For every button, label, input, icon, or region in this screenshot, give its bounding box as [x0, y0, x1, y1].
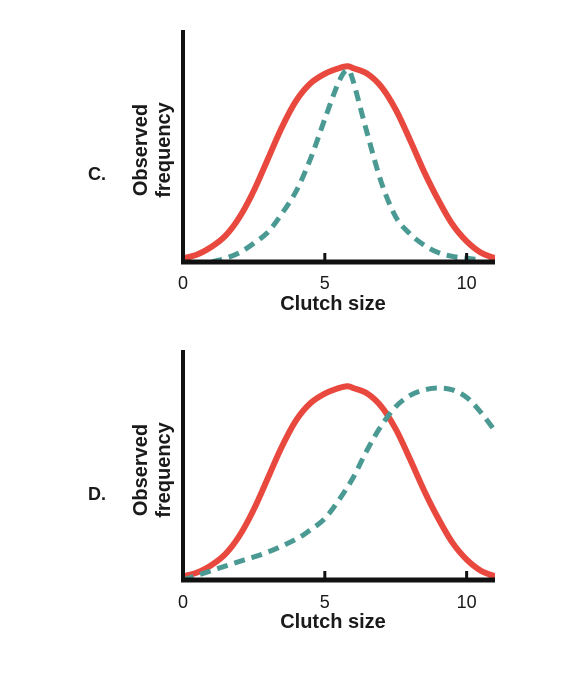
y-axis-label-line-2: frequency — [153, 101, 175, 197]
expected-curve-dashed — [183, 385, 495, 582]
x-tick-label: 0 — [178, 273, 188, 293]
panel-c: C. Observed frequency 0 5 10 Clutch size — [88, 30, 495, 315]
y-axis-label-line-1: Observed — [130, 104, 152, 196]
x-tick-label: 10 — [457, 592, 477, 612]
plot-area: 0 5 10 — [178, 30, 495, 293]
x-tick-label: 5 — [320, 592, 330, 612]
y-axis-label-line-2: frequency — [153, 421, 175, 517]
x-tick-label: 0 — [178, 592, 188, 612]
plot-area: 0 5 10 — [178, 350, 495, 612]
observed-curve-solid — [183, 383, 495, 580]
panel-label: D. — [88, 484, 106, 504]
expected-curve-dashed — [210, 67, 482, 264]
panel-label: C. — [88, 164, 106, 184]
observed-curve-solid — [183, 63, 495, 262]
x-tick-label: 10 — [457, 273, 477, 293]
panel-d: D. Observed frequency 0 5 10 Clutch size — [88, 350, 495, 633]
y-axis-label-line-1: Observed — [130, 424, 152, 516]
x-tick-label: 5 — [320, 273, 330, 293]
x-axis-label: Clutch size — [280, 611, 386, 633]
x-axis-label: Clutch size — [280, 293, 386, 315]
